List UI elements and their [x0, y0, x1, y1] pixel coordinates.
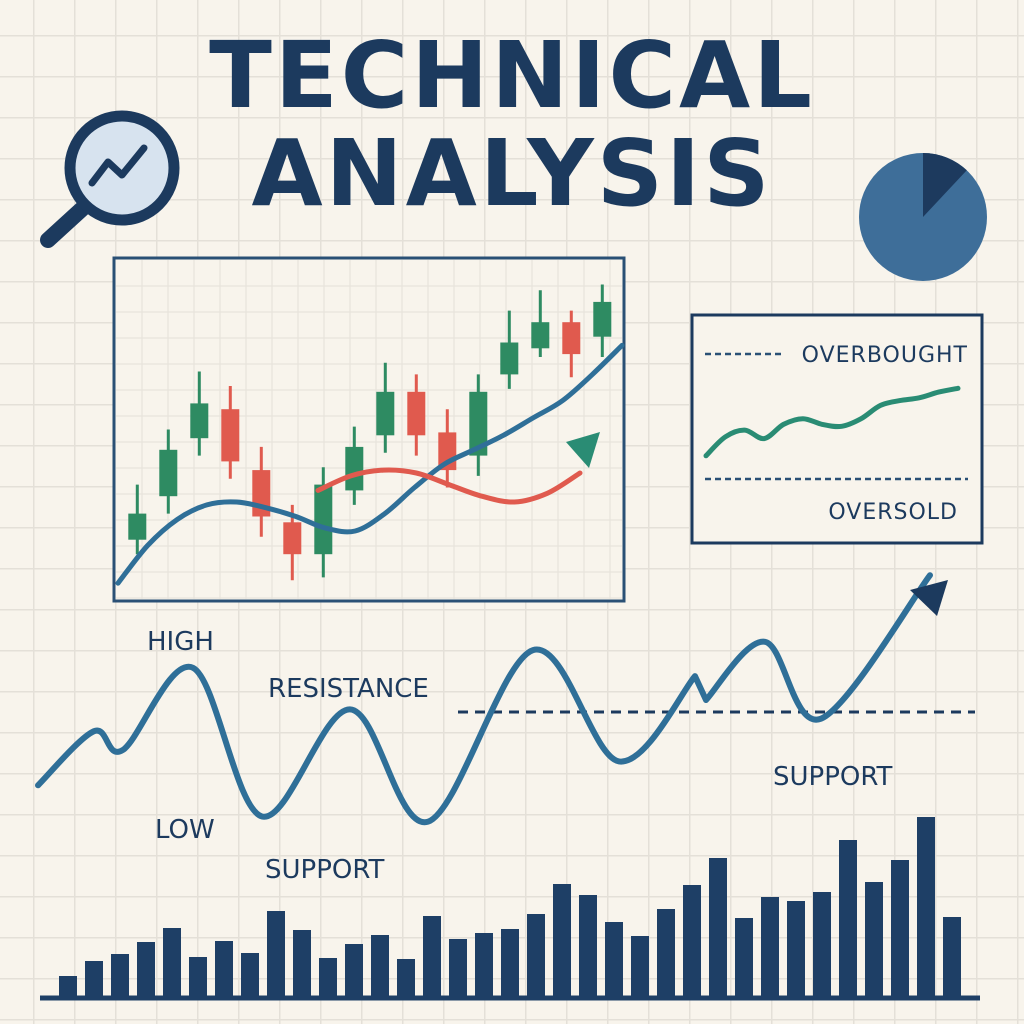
volume-bar	[85, 961, 103, 997]
volume-bar	[423, 916, 441, 997]
price-wave-line	[35, 572, 933, 825]
candlestick-chart	[112, 256, 626, 603]
volume-bar	[371, 935, 389, 997]
oscillator-line	[703, 385, 961, 459]
pie-chart-icon	[859, 152, 987, 281]
volume-bar	[891, 860, 909, 997]
red-trend-line	[315, 467, 583, 505]
volume-bar	[397, 959, 415, 997]
volume-bar	[683, 885, 701, 997]
volume-bar	[839, 840, 857, 997]
volume-bar	[631, 936, 649, 997]
title-line-1: TECHNICAL	[209, 22, 815, 129]
volume-bar	[657, 909, 675, 997]
volume-bar	[345, 944, 363, 997]
overbought-label: OVERBOUGHT	[802, 343, 968, 368]
volume-bar	[787, 901, 805, 997]
candle-body	[593, 301, 612, 337]
candle-body	[314, 484, 333, 555]
volume-bar	[449, 939, 467, 997]
label-low: LOW	[155, 815, 215, 845]
volume-bar	[163, 928, 181, 997]
volume-bar	[709, 858, 727, 997]
volume-bar	[605, 922, 623, 997]
volume-bar	[501, 929, 519, 997]
volume-bar	[59, 976, 77, 997]
candle-body	[345, 446, 364, 491]
candle-body	[283, 522, 302, 555]
volume-bar	[553, 884, 571, 997]
volume-bars	[59, 817, 961, 997]
volume-bar	[865, 882, 883, 997]
volume-bar	[111, 954, 129, 997]
wave-arrow-head	[910, 580, 948, 616]
label-support-left: SUPPORT	[265, 855, 385, 885]
volume-bar	[215, 941, 233, 997]
title-line-2: ANALYSIS	[251, 120, 773, 227]
volume-bar	[241, 953, 259, 997]
candle-body	[407, 391, 426, 436]
magnifier-chart-icon	[40, 110, 180, 248]
volume-bar	[813, 892, 831, 997]
label-support-right: SUPPORT	[773, 762, 893, 792]
volume-bar	[293, 930, 311, 997]
label-high: HIGH	[147, 627, 214, 657]
oversold-label: OVERSOLD	[828, 500, 958, 525]
oscillator-panel: OVERBOUGHT OVERSOLD	[690, 313, 984, 545]
candle-body	[376, 391, 395, 436]
volume-bar	[527, 914, 545, 997]
candle-body	[190, 403, 209, 439]
price-wave-chart: HIGH LOW RESISTANCE SUPPORT SUPPORT	[35, 572, 975, 885]
candle-body	[531, 322, 550, 349]
candle-body	[128, 513, 147, 540]
volume-bar	[579, 895, 597, 997]
volume-chart	[40, 817, 980, 1001]
candle-body	[562, 322, 581, 355]
volume-bar	[137, 942, 155, 997]
candle-body	[221, 409, 240, 462]
volume-bar	[735, 918, 753, 997]
volume-bar	[319, 958, 337, 997]
candle-body	[500, 342, 519, 375]
volume-bar	[917, 817, 935, 997]
moving-average-line	[115, 342, 625, 586]
volume-bar	[267, 911, 285, 997]
volume-bar	[475, 933, 493, 997]
volume-bar	[189, 957, 207, 997]
candles	[128, 284, 612, 581]
label-resistance: RESISTANCE	[268, 674, 429, 704]
candle-body	[469, 391, 488, 456]
volume-bar	[943, 917, 961, 997]
candle-body	[159, 449, 178, 497]
trend-arrow-head	[566, 432, 600, 468]
volume-bar	[761, 897, 779, 997]
